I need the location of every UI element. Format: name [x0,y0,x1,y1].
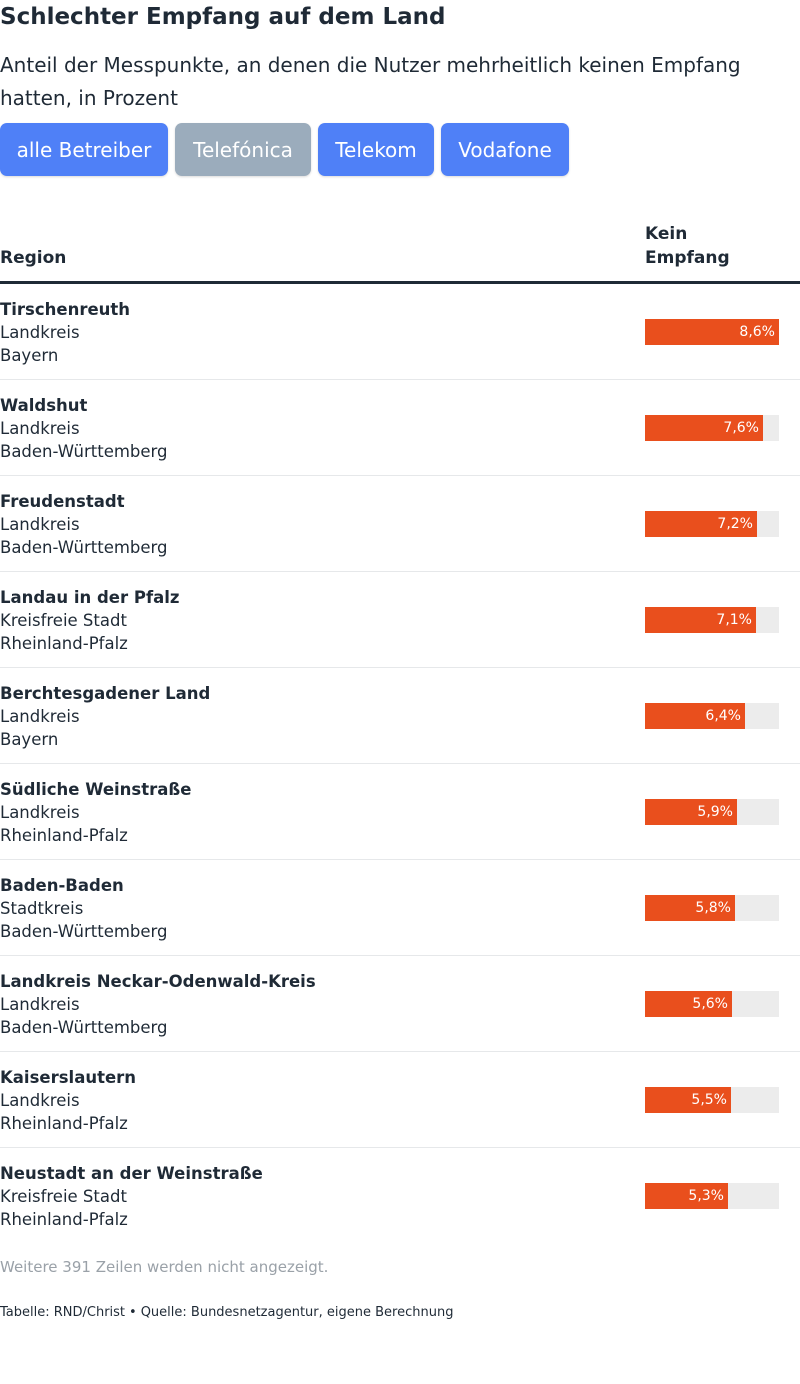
bar-value-label: 6,4% [705,708,741,724]
bar [645,319,779,345]
region-type: Landkreis [0,995,80,1014]
header-divider [0,281,800,284]
bar-track: 7,6% [645,415,779,441]
table-row: Waldshut Landkreis Baden-Württemberg 7,6% [0,380,800,476]
region-name: Kaiserslautern [0,1068,137,1087]
filter-button-telekom[interactable]: Telekom [318,123,434,176]
filter-button-alle-betreiber[interactable]: alle Betreiber [0,123,168,176]
region-name: Baden-Baden [0,876,124,895]
bar [645,511,757,537]
bar-value-label: 5,8% [695,900,731,916]
more-rows-note: Weitere 391 Zeilen werden nicht angezeig… [0,1258,329,1276]
bar-track: 8,6% [645,319,779,345]
bar-track: 6,4% [645,703,779,729]
region-type: Landkreis [0,1091,80,1110]
region-state: Rheinland-Pfalz [0,1114,128,1133]
bar [645,1183,728,1209]
bar [645,607,756,633]
region-type: Kreisfreie Stadt [0,611,127,630]
bar [645,991,732,1017]
region-state: Baden-Württemberg [0,922,168,941]
filter-button-telefonica[interactable]: Telefónica [175,123,311,176]
table-row: Baden-Baden Stadtkreis Baden-Württemberg 5,… [0,860,800,956]
region-state: Baden-Württemberg [0,442,168,461]
source-credit: Quelle: Bundesnetzagentur, eigene Berech… [140,1305,454,1320]
table-row: Berchtesgadener Land Landkreis Bayern 6,4% [0,668,800,764]
table-row: Landau in der Pfalz Kreisfreie Stadt Rhein… [0,572,800,668]
bar [645,415,763,441]
column-header-region[interactable]: Region [0,248,67,268]
bar-value-label: 5,3% [688,1188,724,1204]
bar-value-label: 5,9% [697,804,733,820]
region-type: Stadtkreis [0,899,84,918]
region-name: Neustadt an der Weinstraße [0,1164,263,1183]
region-state: Bayern [0,346,59,365]
region-name: Berchtesgadener Land [0,684,211,703]
region-state: Baden-Württemberg [0,1018,168,1037]
region-name: Südliche Weinstraße [0,780,192,799]
bar-track: 7,1% [645,607,779,633]
bar-value-label: 5,6% [692,996,728,1012]
bar-track: 5,8% [645,895,779,921]
bar-track: 5,9% [645,799,779,825]
bar-value-label: 7,2% [717,516,753,532]
region-type: Landkreis [0,803,80,822]
bar-track: 7,2% [645,511,779,537]
bar-value-label: 8,6% [739,324,775,340]
region-type: Landkreis [0,419,80,438]
table-body: Tirschenreuth Landkreis Bayern 8,6% Waldshut… [0,284,800,1243]
region-name: Landau in der Pfalz [0,588,180,607]
region-type: Kreisfreie Stadt [0,1187,127,1206]
bar [645,703,745,729]
bar-track: 5,3% [645,1183,779,1209]
region-type: Landkreis [0,515,80,534]
region-name: Waldshut [0,396,88,415]
table-row: Landkreis Neckar-Odenwald-Kreis Landkreis… [0,956,800,1052]
credit-separator: • [129,1305,137,1320]
bar [645,1087,731,1113]
region-state: Rheinland-Pfalz [0,1210,128,1229]
chart-title: Schlechter Empfang auf dem Land [0,4,446,30]
filter-button-vodafone[interactable]: Vodafone [441,123,569,176]
region-type: Landkreis [0,323,80,342]
bar-value-label: 7,1% [716,612,752,628]
credit-line: Tabelle: RND/Christ • Quelle: Bundesnetzag… [0,1303,453,1323]
region-name: Tirschenreuth [0,300,131,319]
chart-subtitle: Anteil der Messpunkte, an denen die Nutz… [0,53,741,110]
region-state: Rheinland-Pfalz [0,634,128,653]
bar [645,895,735,921]
region-state: Baden-Württemberg [0,538,168,557]
table-row: Kaiserslautern Landkreis Rheinland-Pfalz 5,… [0,1052,800,1148]
table-row: Freudenstadt Landkreis Baden-Württemberg 7,… [0,476,800,572]
table-row: Neustadt an der Weinstraße Kreisfreie Sta… [0,1148,800,1243]
bar-value-label: 7,6% [723,420,759,436]
table-row: Tirschenreuth Landkreis Bayern 8,6% [0,284,800,380]
bar-track: 5,5% [645,1087,779,1113]
region-name: Landkreis Neckar-Odenwald-Kreis [0,972,316,991]
region-name: Freudenstadt [0,492,125,511]
table-row: Südliche Weinstraße Landkreis Rheinland-Pf… [0,764,800,860]
region-state: Bayern [0,730,59,749]
table-credit: Tabelle: RND/Christ [0,1305,126,1320]
bar [645,799,737,825]
column-header-kein-empfang[interactable]: Kein Empfang [645,224,730,268]
region-type: Landkreis [0,707,80,726]
bar-track: 5,6% [645,991,779,1017]
region-state: Rheinland-Pfalz [0,826,128,845]
bar-value-label: 5,5% [691,1092,727,1108]
